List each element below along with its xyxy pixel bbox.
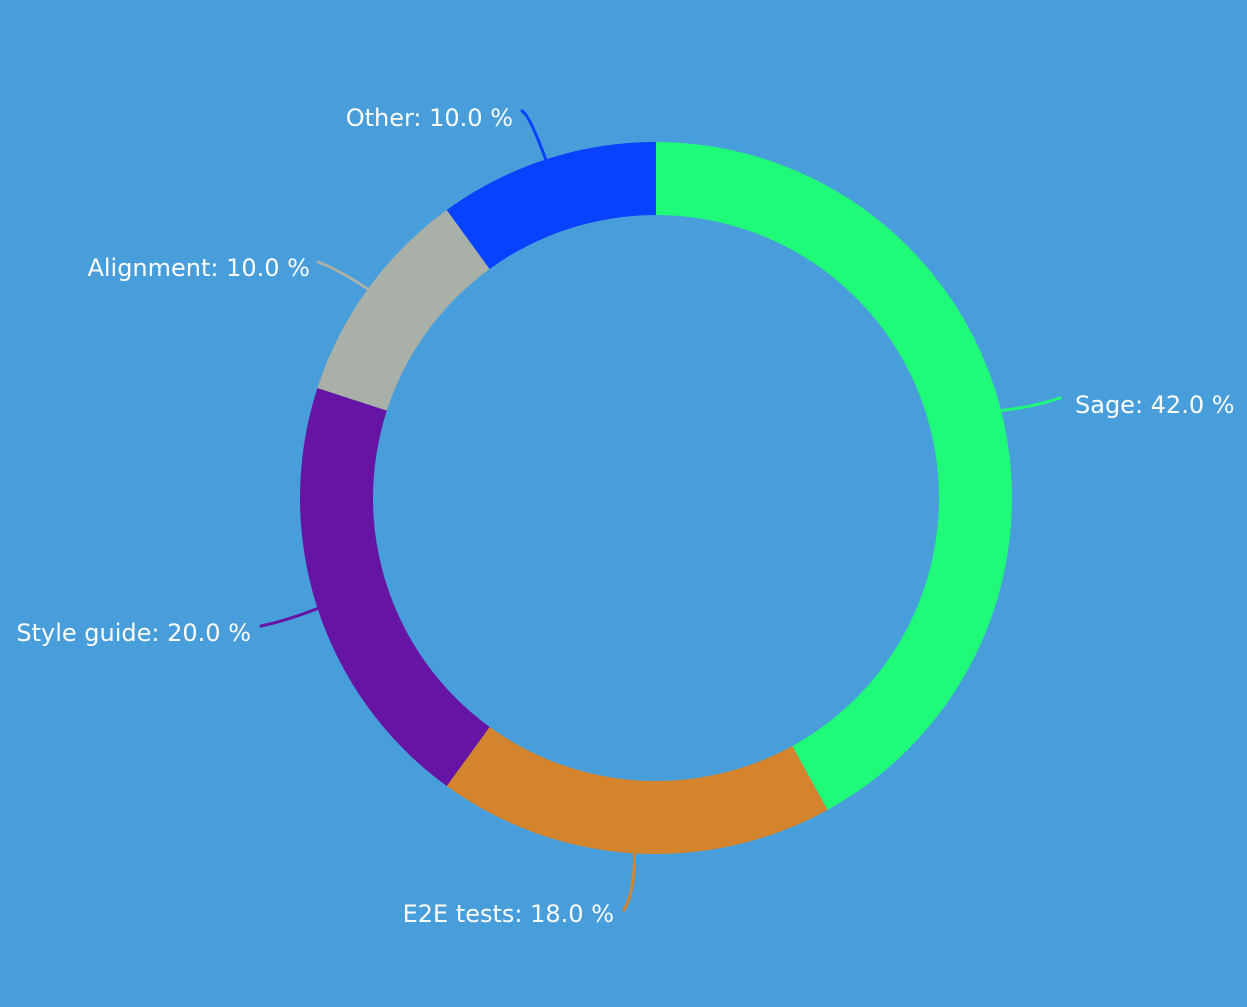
leader-lines-layer (259, 109, 1062, 912)
slice-sage (656, 142, 1012, 810)
slice-label-style-guide: Style guide: 20.0 % (16, 619, 251, 647)
slices-layer (300, 142, 1012, 854)
leader-line-other (520, 109, 550, 169)
slice-style-guide (300, 387, 490, 787)
leader-line-alignment (316, 260, 376, 295)
slice-label-alignment: Alignment: 10.0 % (87, 254, 310, 282)
slice-alignment (317, 209, 490, 411)
slice-label-other: Other: 10.0 % (346, 104, 513, 132)
labels-layer: Sage: 42.0 % E2E tests: 18.0 % Style guide… (16, 104, 1234, 928)
slice-e2e-tests (446, 726, 828, 854)
leader-line-e2e-tests (622, 843, 636, 912)
slice-label-sage: Sage: 42.0 % (1075, 391, 1235, 419)
slice-label-e2e-tests: E2E tests: 18.0 % (403, 900, 614, 928)
leader-line-sage (991, 396, 1062, 413)
leader-line-style-guide (259, 604, 327, 628)
slice-other (446, 142, 656, 270)
